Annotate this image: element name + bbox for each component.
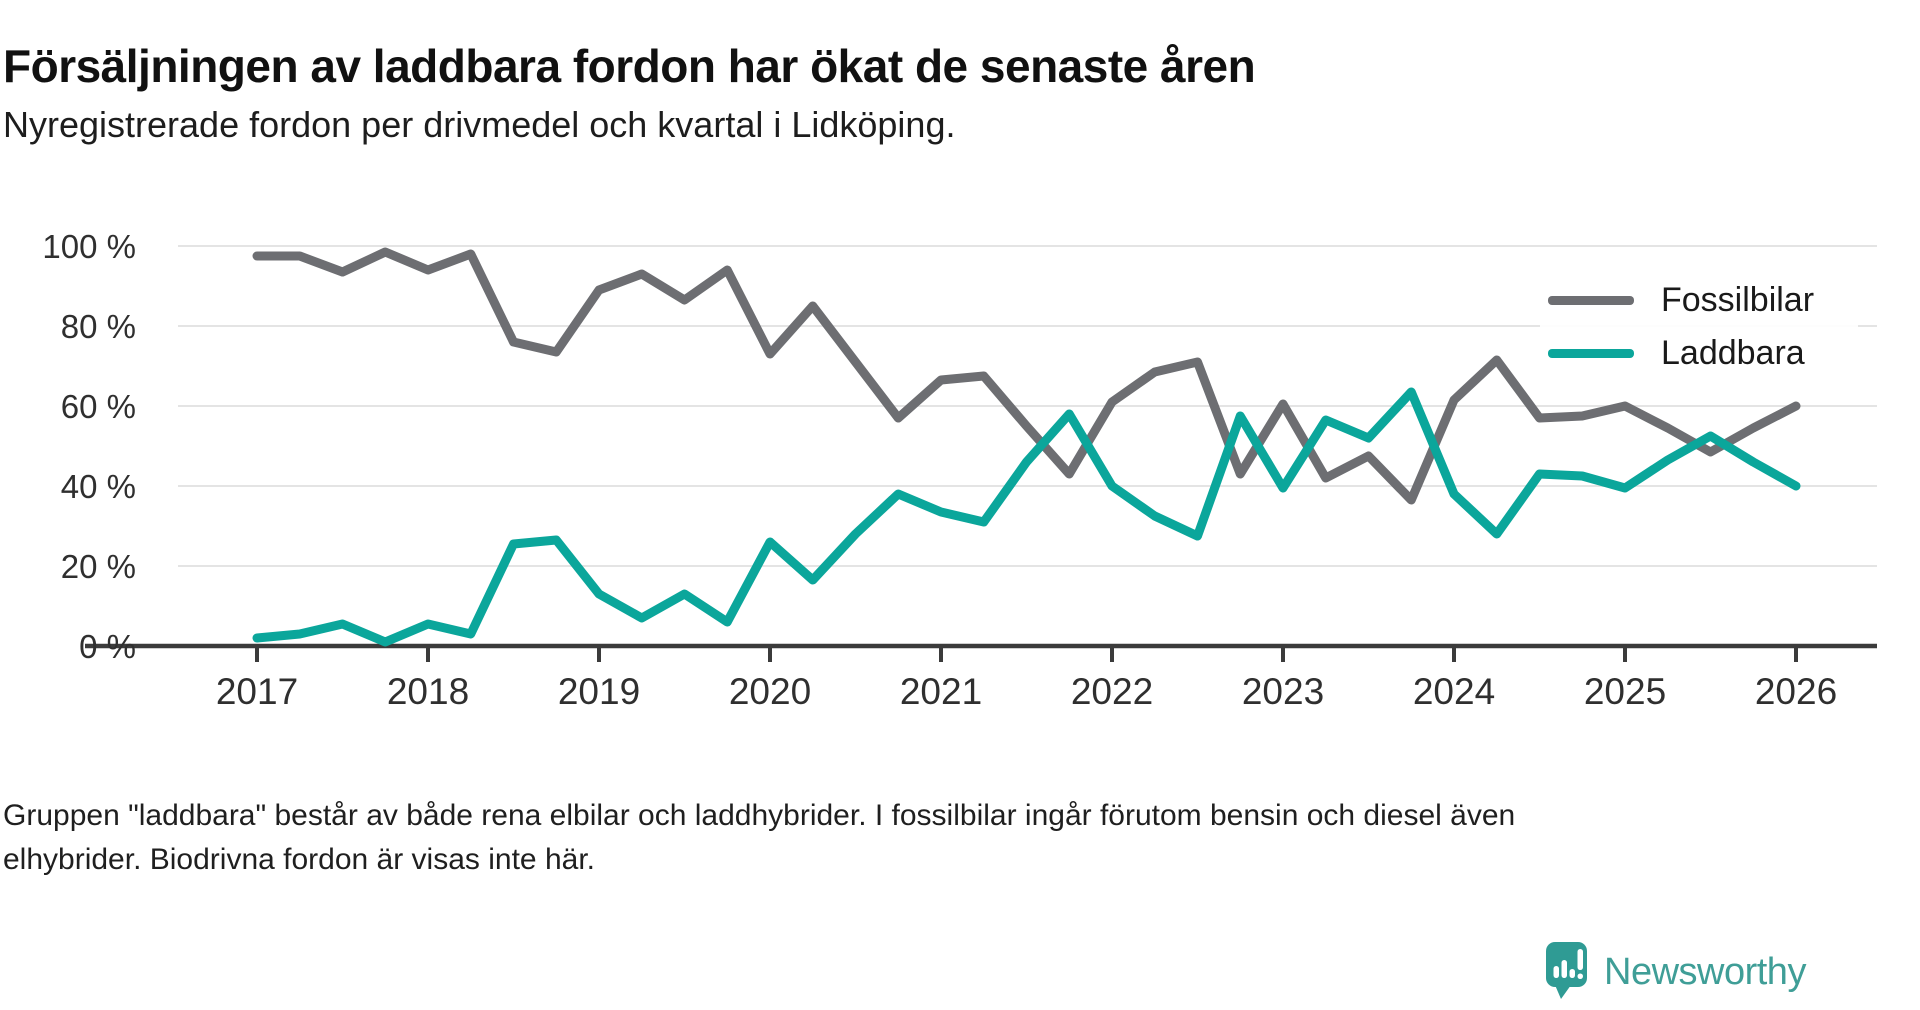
x-axis-label: 2024 xyxy=(1413,671,1495,712)
legend-swatch-fossilbilar xyxy=(1548,296,1634,305)
series-line-laddbara xyxy=(252,387,1801,647)
newsworthy-logo-icon xyxy=(1546,942,1587,999)
x-axis-label: 2026 xyxy=(1755,671,1837,712)
legend-row-laddbara: Laddbara xyxy=(1548,334,1854,373)
y-axis-label: 0 % xyxy=(79,628,136,665)
y-axis-label: 20 % xyxy=(61,548,136,585)
x-axis-label: 2023 xyxy=(1242,671,1324,712)
y-axis-label: 40 % xyxy=(61,468,136,505)
legend: Fossilbilar Laddbara xyxy=(1540,271,1858,385)
newsworthy-logo-text: Newsworthy xyxy=(1604,951,1806,993)
x-axis-label: 2018 xyxy=(387,671,469,712)
legend-label-fossilbilar: Fossilbilar xyxy=(1661,281,1815,319)
footnote: Gruppen "laddbara" består av både rena e… xyxy=(3,794,1903,882)
footnote-line-2: elhybrider. Biodrivna fordon är visas in… xyxy=(3,843,595,876)
footnote-line-1: Gruppen "laddbara" består av både rena e… xyxy=(3,799,1516,832)
x-axis-label: 2020 xyxy=(729,671,811,712)
legend-label-laddbara: Laddbara xyxy=(1661,334,1805,372)
series-line-fossilbilar xyxy=(252,247,1801,505)
x-axis-label: 2021 xyxy=(900,671,982,712)
x-axis-label: 2017 xyxy=(216,671,298,712)
legend-swatch-laddbara xyxy=(1548,349,1634,358)
y-axis-label: 100 % xyxy=(42,228,136,265)
page-subtitle: Nyregistrerade fordon per drivmedel och … xyxy=(3,104,956,145)
x-axis-label: 2019 xyxy=(558,671,640,712)
y-axis-label: 80 % xyxy=(61,308,136,345)
x-axis-label: 2022 xyxy=(1071,671,1153,712)
newsworthy-logo[interactable]: Newsworthy xyxy=(1546,942,1806,1004)
page-title: Försäljningen av laddbara fordon har öka… xyxy=(3,39,1256,92)
y-axis-label: 60 % xyxy=(61,388,136,425)
legend-row-fossilbilar: Fossilbilar xyxy=(1548,281,1854,320)
x-axis-label: 2025 xyxy=(1584,671,1666,712)
